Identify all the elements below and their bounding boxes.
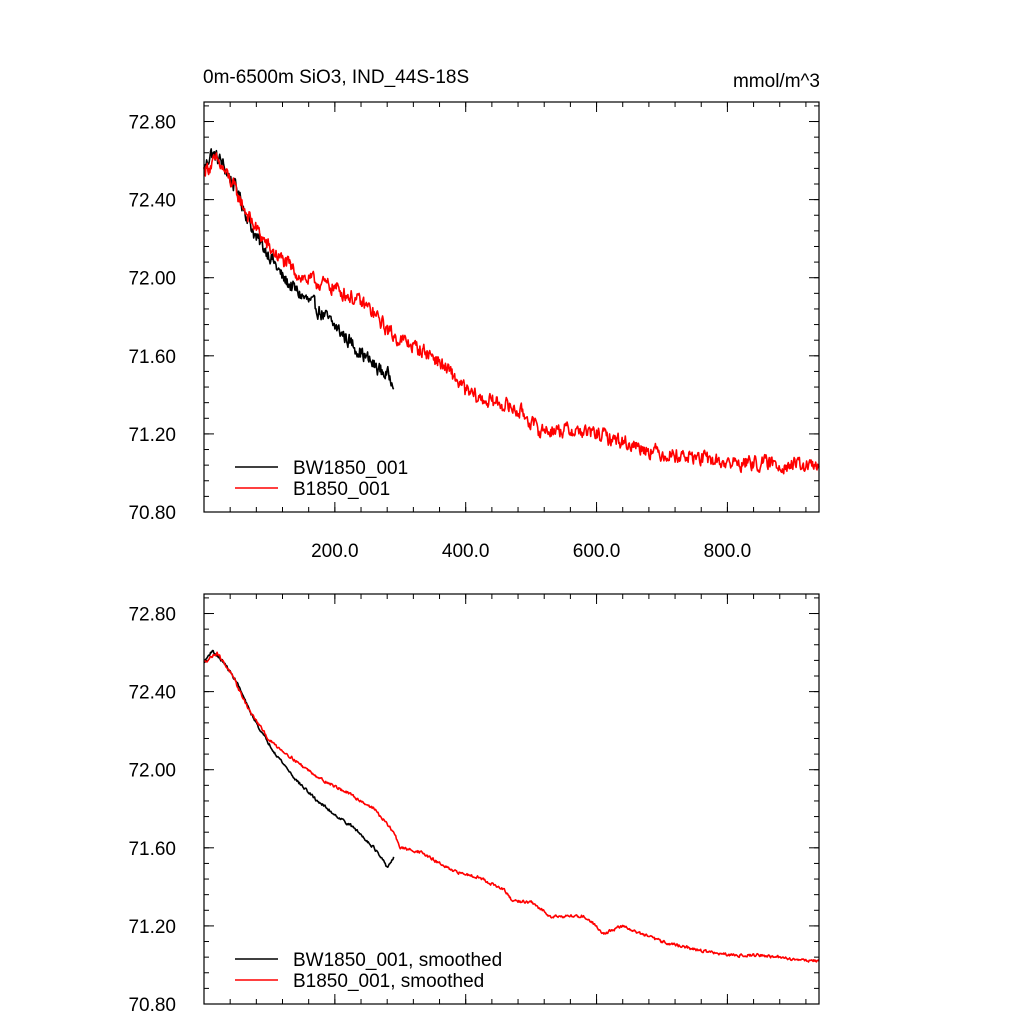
y-tick-label: 70.80 (128, 503, 176, 524)
y-tick-label: 71.60 (128, 839, 176, 860)
series-line-1 (203, 651, 820, 963)
y-tick-label: 71.60 (128, 347, 176, 368)
bottom-panel-plot-frame (203, 593, 820, 1005)
y-tick-label: 71.20 (128, 425, 176, 446)
top-panel-title: 0m-6500m SiO3, IND_44S-18S (203, 67, 469, 88)
y-tick-label: 72.40 (128, 683, 176, 704)
bottom-panel-series (203, 649, 820, 963)
top-panel-series (203, 148, 820, 475)
series-line-0 (203, 148, 395, 390)
x-tick-label: 800.0 (704, 541, 752, 562)
legend-label-0: BW1850_001 (293, 458, 408, 479)
top-panel: 0m-6500m SiO3, IND_44S-18S mmol/m^3 72.8… (128, 67, 820, 562)
x-tick-label: 600.0 (573, 541, 621, 562)
legend-label-0: BW1850_001, smoothed (293, 950, 502, 971)
y-tick-label: 72.00 (128, 269, 176, 290)
bottom-panel-grid-ticks: 72.80 72.40 72.00 71.60 71.20 70.80 (128, 594, 819, 1016)
x-tick-label: 200.0 (311, 541, 359, 562)
series-line-0 (203, 649, 395, 869)
y-tick-label: 70.80 (128, 995, 176, 1016)
legend-label-1: B1850_001, smoothed (293, 971, 484, 992)
legend-label-1: B1850_001 (293, 479, 390, 500)
y-tick-label: 72.00 (128, 761, 176, 782)
y-tick-label: 71.20 (128, 917, 176, 938)
top-panel-units: mmol/m^3 (733, 71, 820, 92)
top-panel-grid-ticks: 72.80 72.40 72.00 71.60 71.20 70.80 200.0 400.0… (128, 102, 819, 562)
y-tick-label: 72.80 (128, 113, 176, 134)
bottom-panel: 72.80 72.40 72.00 71.60 71.20 70.80 BW1850_00… (128, 593, 820, 1016)
series-line-1 (203, 152, 820, 475)
x-tick-label: 400.0 (442, 541, 490, 562)
top-panel-plot-frame (203, 101, 820, 513)
y-tick-label: 72.40 (128, 191, 176, 212)
y-tick-label: 72.80 (128, 605, 176, 626)
